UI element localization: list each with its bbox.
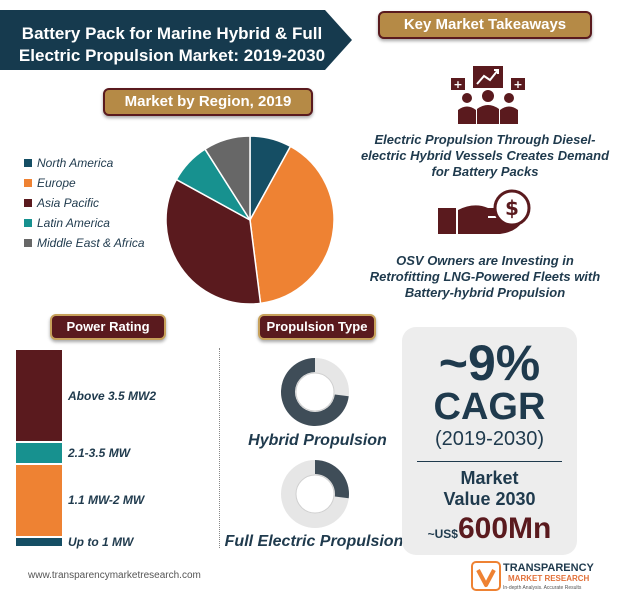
hybrid-propulsion-donut (281, 358, 349, 426)
title-banner: Battery Pack for Marine Hybrid & Full El… (0, 10, 355, 70)
power-rating-segment (16, 538, 62, 548)
logo-tagline: In-depth Analysis. Accurate Results (503, 585, 582, 591)
power-rating-segment (16, 464, 62, 539)
donut-segment (281, 358, 349, 426)
power-rating-label: Up to 1 MW (68, 535, 134, 550)
legend-swatch (24, 159, 32, 167)
divider (219, 348, 220, 548)
legend-label: Middle East & Africa (37, 236, 145, 250)
svg-text:+: + (453, 78, 462, 91)
donut-hole (295, 372, 335, 412)
power-rating-label: 1.1 MW-2 MW (68, 493, 145, 508)
full-electric-propulsion-label: Full Electric Propulsion (224, 533, 404, 550)
legend-swatch (24, 179, 32, 187)
key-takeaways-header: Key Market Takeaways (378, 11, 592, 39)
pie-slice (203, 135, 251, 223)
legend-item: North America (24, 156, 113, 170)
logo-sub: MARKET RESEARCH (508, 574, 590, 583)
legend-item: Asia Pacific (24, 196, 99, 210)
legend-item: Latin America (24, 216, 110, 230)
donut-segment (315, 460, 349, 499)
cagr-value: ~9% (438, 335, 541, 391)
market-label-1: Market (460, 468, 519, 488)
power-rating-header: Power Rating (50, 314, 166, 340)
legend-label: Europe (37, 176, 76, 190)
title-banner-shape (0, 10, 352, 70)
title-line-1: Battery Pack for Marine Hybrid & Full (21, 24, 323, 43)
takeaway-1: Electric Propulsion Through Diesel-elect… (360, 132, 610, 179)
legend-item: Middle East & Africa (24, 236, 145, 250)
cagr-box: ~9% CAGR (2019-2030) Market Value 2030 ~… (402, 327, 577, 555)
region-pie-chart (165, 135, 335, 305)
power-rating-label: Above 3.5 MW2 (68, 388, 157, 403)
pie-slice (249, 145, 335, 305)
title-line-2: Electric Propulsion Market: 2019-2030 (18, 46, 326, 65)
legend-label: North America (37, 156, 114, 170)
power-rating-segment (16, 443, 62, 465)
legend-label: Asia Pacific (37, 196, 100, 210)
takeaway-2: OSV Owners are Investing in Retrofitting… (369, 253, 601, 300)
presentation-people-icon: + + (451, 66, 525, 124)
region-header: Market by Region, 2019 (103, 88, 313, 116)
propulsion-type-header: Propulsion Type (258, 314, 376, 340)
power-rating-label: 2.1-3.5 MW (68, 445, 131, 460)
svg-text:$: $ (505, 196, 519, 220)
market-value-prefix: ~US$ (427, 527, 458, 541)
legend-swatch (24, 199, 32, 207)
market-value: ~US$600Mn (402, 513, 577, 550)
pie-slice (165, 178, 262, 305)
logo-icon (471, 561, 501, 591)
legend-label: Latin America (37, 216, 110, 230)
power-rating-segment (16, 350, 62, 444)
legend-item: Europe (24, 176, 76, 190)
legend-swatch (24, 219, 32, 227)
page-title: Battery Pack for Marine Hybrid & Full El… (12, 23, 332, 67)
cagr-period: (2019-2030) (435, 428, 544, 450)
full-electric-propulsion-donut (281, 460, 349, 528)
svg-text:+: + (513, 78, 522, 91)
legend-swatch (24, 239, 32, 247)
logo-name: TRANSPARENCY (503, 562, 594, 574)
hybrid-propulsion-label: Hybrid Propulsion (248, 432, 387, 449)
cagr-label: CAGR (433, 386, 546, 428)
hand-dollar-icon: $ (438, 189, 531, 234)
cagr-divider (417, 461, 562, 462)
footer-url[interactable]: www.transparencymarketresearch.com (28, 570, 201, 581)
market-label-2: Value 2030 (443, 489, 536, 509)
donut-hole (295, 474, 335, 514)
market-value-amount: 600Mn (457, 512, 552, 545)
